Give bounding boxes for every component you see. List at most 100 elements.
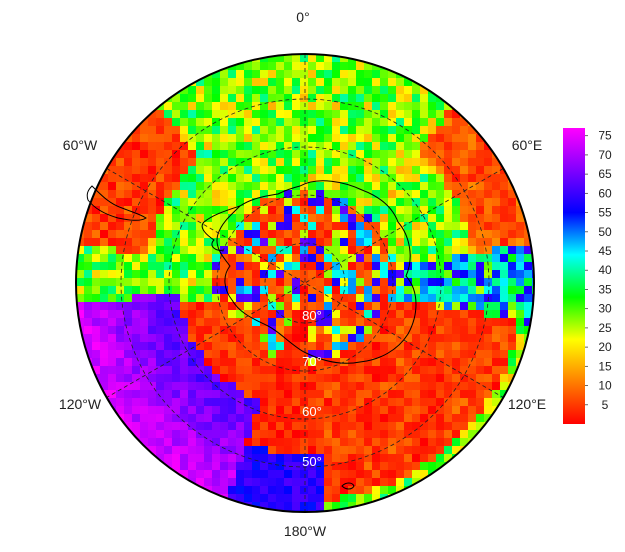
field-cell — [412, 334, 421, 343]
field-cell — [228, 406, 237, 415]
field-cell — [220, 310, 229, 319]
field-cell — [396, 318, 405, 327]
field-cell — [148, 366, 157, 375]
field-cell — [196, 158, 205, 167]
field-cell — [140, 406, 149, 415]
field-cell — [492, 190, 501, 199]
field-cell — [212, 478, 221, 487]
field-cell — [260, 62, 269, 71]
field-cell — [356, 126, 365, 135]
colorbar-tick-label: 45 — [598, 244, 612, 258]
field-cell — [308, 262, 317, 271]
field-cell — [420, 190, 429, 199]
field-cell — [388, 150, 397, 159]
field-cell — [220, 110, 229, 119]
field-cell — [340, 422, 349, 431]
field-cell — [476, 246, 485, 255]
field-cell — [484, 198, 493, 207]
field-cell — [532, 238, 534, 247]
field-cell — [332, 310, 341, 319]
field-cell — [164, 246, 173, 255]
field-cell — [420, 446, 429, 455]
field-cell — [308, 350, 317, 359]
field-cell — [308, 318, 317, 327]
field-cell — [388, 334, 397, 343]
field-cell — [444, 134, 453, 143]
field-cell — [452, 398, 461, 407]
field-cell — [468, 246, 477, 255]
field-cell — [316, 158, 325, 167]
field-cell — [484, 334, 493, 343]
field-cell — [108, 142, 117, 151]
field-cell — [180, 462, 189, 471]
field-cell — [476, 150, 485, 159]
field-cell — [476, 310, 485, 319]
field-cell — [292, 238, 301, 247]
field-cell — [292, 334, 301, 343]
field-cell — [196, 294, 205, 303]
graticule — [106, 54, 504, 512]
field-cell — [372, 126, 381, 135]
field-cell — [364, 310, 373, 319]
field-cell — [372, 478, 381, 487]
field-cell — [308, 126, 317, 135]
field-cell — [372, 278, 381, 287]
field-cell — [124, 270, 133, 279]
field-cell — [420, 462, 429, 471]
field-cell — [356, 414, 365, 423]
field-cell — [148, 382, 157, 391]
field-cell — [84, 286, 93, 295]
field-cell — [76, 350, 85, 359]
field-cell — [276, 166, 285, 175]
field-cell — [380, 102, 389, 111]
field-cell — [276, 438, 285, 447]
field-cell — [500, 174, 509, 183]
field-cell — [356, 326, 365, 335]
field-cell — [188, 182, 197, 191]
field-cell — [348, 438, 357, 447]
field-cell — [260, 454, 269, 463]
field-cell — [292, 102, 301, 111]
field-cell — [212, 126, 221, 135]
field-cell — [212, 326, 221, 335]
field-cell — [212, 102, 221, 111]
field-cell — [188, 390, 197, 399]
field-cell — [252, 70, 261, 79]
field-cell — [332, 118, 341, 127]
field-cell — [124, 302, 133, 311]
field-cell — [316, 294, 325, 303]
field-cell — [444, 366, 453, 375]
field-cell — [132, 198, 141, 207]
field-cell — [332, 230, 341, 239]
field-cell — [156, 446, 165, 455]
field-cell — [356, 270, 365, 279]
field-cell — [228, 494, 237, 503]
field-cell — [196, 406, 205, 415]
field-cell — [164, 214, 173, 223]
field-cell — [388, 366, 397, 375]
field-cell — [228, 294, 237, 303]
field-cell — [316, 110, 325, 119]
field-cell — [308, 102, 317, 111]
field-cell — [284, 454, 293, 463]
field-cell — [316, 358, 325, 367]
field-cell — [244, 190, 253, 199]
field-cell — [204, 238, 213, 247]
field-cell — [108, 214, 117, 223]
field-cell — [76, 278, 85, 287]
field-cell — [348, 214, 357, 223]
antarctic-peninsula-coastline — [201, 205, 241, 251]
field-cell — [428, 254, 437, 263]
field-cell — [252, 134, 261, 143]
field-cell — [268, 510, 277, 512]
field-cell — [420, 150, 429, 159]
field-cell — [452, 126, 461, 135]
field-cell — [204, 478, 213, 487]
field-cell — [140, 398, 149, 407]
field-cell — [436, 198, 445, 207]
field-cell — [228, 246, 237, 255]
field-cell — [204, 326, 213, 335]
field-cell — [364, 350, 373, 359]
field-cell — [172, 414, 181, 423]
field-cell — [196, 78, 205, 87]
